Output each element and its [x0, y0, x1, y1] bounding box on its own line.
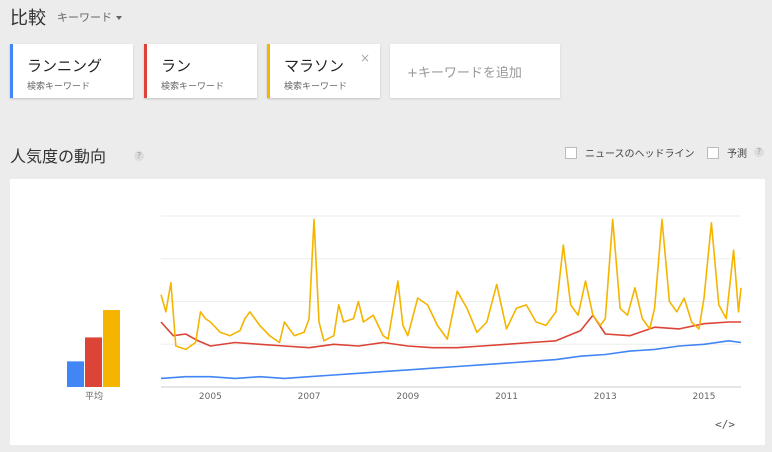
term-type: 検索キーワード: [161, 82, 225, 92]
news-headlines-toggle[interactable]: ニュースのヘッドライン: [565, 145, 695, 160]
caret-down-icon: [116, 16, 122, 20]
x-tick-label: 2005: [199, 392, 222, 402]
checkbox-icon[interactable]: [565, 146, 577, 159]
term-card-running[interactable]: ランニング 検索キーワード: [10, 44, 133, 98]
trend-chart: 2005 2007 2009 2011 2013 2015 平均: [67, 215, 742, 402]
x-tick-label: 2009: [396, 392, 419, 402]
term-label: マラソン: [284, 57, 345, 75]
term-card-run[interactable]: ラン 検索キーワード: [144, 44, 257, 98]
x-tick-label: 2013: [594, 392, 617, 402]
help-icon[interactable]: ?: [754, 147, 764, 157]
forecast-label: 予測: [727, 149, 747, 160]
keyword-dropdown-label: キーワード: [57, 11, 112, 24]
term-type: 検索キーワード: [284, 82, 348, 92]
x-tick-label: 2011: [495, 392, 518, 402]
average-bar: [85, 337, 102, 387]
average-bar: [67, 361, 84, 387]
section-title: 人気度の動向: [10, 147, 107, 166]
term-card-marathon[interactable]: マラソン 検索キーワード ×: [267, 44, 380, 98]
series-line: [160, 314, 741, 349]
x-tick-label: 2015: [693, 392, 716, 402]
embed-code-button[interactable]: </>: [715, 418, 735, 431]
help-icon[interactable]: ?: [134, 151, 144, 161]
series-line: [160, 340, 742, 380]
term-color-stripe: [10, 44, 13, 98]
series-line: [160, 218, 742, 351]
term-type: 検索キーワード: [27, 82, 91, 92]
term-color-stripe: [144, 44, 147, 98]
add-term-button[interactable]: +キーワードを追加: [390, 44, 560, 98]
close-icon[interactable]: ×: [359, 51, 370, 65]
keyword-dropdown[interactable]: キーワード: [57, 9, 122, 25]
forecast-toggle[interactable]: 予測: [707, 145, 747, 160]
term-color-stripe: [267, 44, 270, 98]
add-term-label: +キーワードを追加: [407, 66, 522, 81]
average-bar: [103, 310, 120, 387]
chart-panel: 2005 2007 2009 2011 2013 2015 平均 </>: [10, 179, 765, 445]
term-label: ラン: [161, 57, 192, 75]
average-label: 平均: [85, 390, 103, 402]
page-title: 比較: [10, 8, 46, 29]
term-label: ランニング: [27, 57, 103, 75]
x-tick-label: 2007: [298, 392, 321, 402]
checkbox-icon[interactable]: [707, 146, 719, 159]
news-headlines-label: ニュースのヘッドライン: [585, 149, 695, 160]
